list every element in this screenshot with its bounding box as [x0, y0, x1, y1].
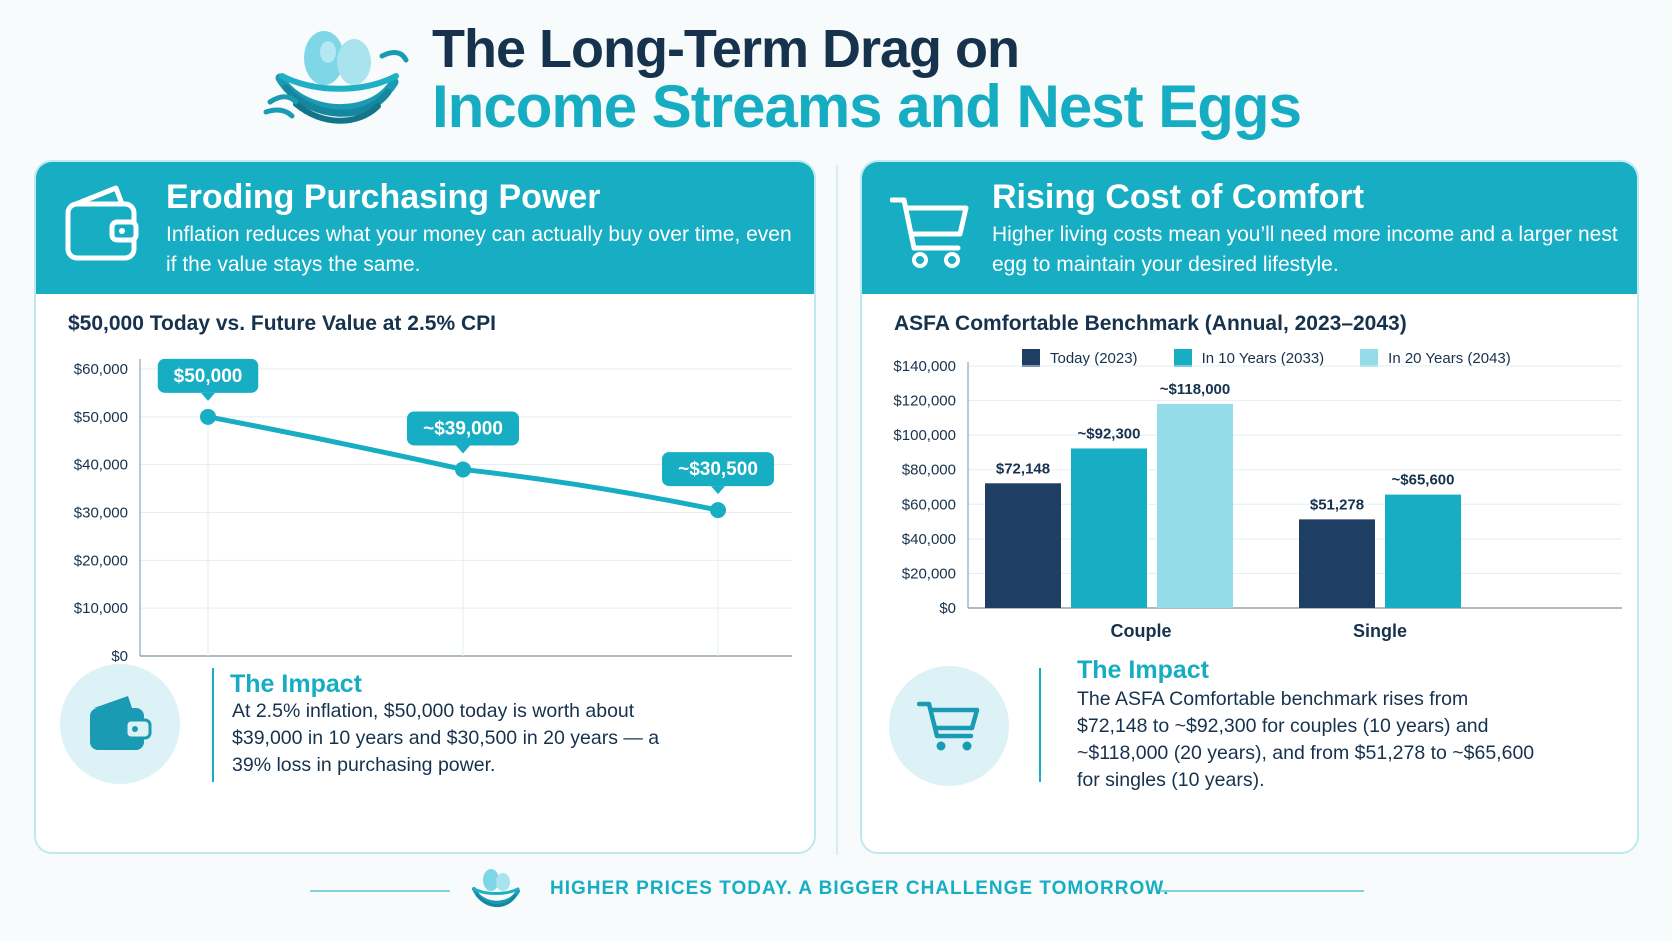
legend-item-10-years: In 10 Years (2033) — [1173, 349, 1325, 367]
footer-rule-right — [1160, 890, 1364, 892]
impact-rule — [212, 668, 214, 782]
legend-label: In 20 Years (2043) — [1388, 349, 1511, 367]
impact-title: The Impact — [1077, 656, 1209, 684]
y-tick-label: $60,000 — [902, 496, 956, 513]
panel-banner: Rising Cost of Comfort Higher living cos… — [862, 162, 1637, 294]
shopping-cart-icon — [890, 197, 969, 268]
purchasing-power-panel: Eroding Purchasing Power Inflation reduc… — [34, 160, 816, 854]
y-tick-label: $80,000 — [902, 462, 956, 479]
y-tick-label: $40,000 — [74, 457, 128, 474]
category-label: Single — [1353, 621, 1407, 641]
y-tick-label: $60,000 — [74, 361, 128, 378]
y-tick-label: $10,000 — [74, 600, 128, 617]
nest-eggs-icon — [472, 869, 520, 908]
data-label-pointer — [456, 445, 470, 454]
footer-rule-left — [310, 890, 450, 892]
panel-description: Higher living costs mean you’ll need mor… — [992, 223, 1618, 276]
legend-swatch — [1173, 349, 1192, 367]
line-chart-title: $50,000 Today vs. Future Value at 2.5% C… — [68, 312, 496, 335]
line-chart: $0 $10,000 $20,000 $30,000 $40,000 $50,000 $60… — [74, 358, 792, 662]
panel-title: Rising Cost of Comfort — [992, 178, 1365, 216]
wallet-icon — [65, 185, 139, 261]
y-tick-label: $100,000 — [893, 427, 956, 444]
bar — [985, 483, 1061, 608]
cost-of-comfort-panel: Rising Cost of Comfort Higher living cos… — [860, 160, 1639, 854]
legend-item-20-years: In 20 Years (2043) — [1360, 349, 1511, 367]
y-tick-label: $30,000 — [74, 505, 128, 522]
nest-eggs-icon — [263, 31, 409, 124]
y-tick-label: $0 — [111, 648, 128, 662]
footer-tagline: HIGHER PRICES TODAY. A BIGGER CHALLENGE … — [550, 878, 1170, 899]
legend-swatch — [1360, 349, 1379, 367]
wallet-icon — [90, 696, 152, 750]
impact-title: The Impact — [230, 670, 362, 698]
bar-value-label: $72,148 — [996, 460, 1050, 477]
bar-chart-title: ASFA Comfortable Benchmark (Annual, 2023… — [894, 312, 1407, 335]
bar — [1299, 519, 1375, 608]
data-label-pointer — [711, 486, 725, 495]
y-tick-label: $140,000 — [893, 358, 956, 375]
data-label: ~$39,000 — [423, 418, 503, 439]
bar-value-label: ~$118,000 — [1160, 381, 1231, 398]
data-label-bubble — [662, 452, 774, 487]
panel-divider — [836, 165, 838, 855]
legend-label: Today (2023) — [1050, 349, 1138, 367]
panel-title: Eroding Purchasing Power — [166, 178, 601, 216]
data-point — [710, 502, 726, 519]
y-tick-label: $20,000 — [74, 552, 128, 569]
y-tick-label: $40,000 — [902, 531, 956, 548]
impact-rule — [1039, 668, 1041, 782]
impact-icon-circle — [889, 666, 1009, 786]
data-label: ~$30,500 — [678, 459, 758, 480]
bar-chart-legend: Today (2023) In 10 Years (2033) In 20 Ye… — [1022, 349, 1511, 367]
y-tick-label: $0 — [939, 600, 956, 617]
page-title-line2: Income Streams and Nest Eggs — [432, 73, 1302, 140]
legend-item-today: Today (2023) — [1022, 349, 1138, 367]
bar-value-label: ~$65,600 — [1392, 472, 1455, 489]
y-tick-label: $120,000 — [893, 393, 956, 410]
bar — [1157, 404, 1233, 608]
data-point — [200, 408, 216, 425]
data-point — [455, 461, 471, 478]
data-label-bubble — [157, 358, 259, 393]
panel-description: Inflation reduces what your money can ac… — [166, 223, 792, 276]
data-label-pointer — [201, 392, 215, 401]
category-label: Couple — [1111, 621, 1172, 641]
header: The Long-Term Drag on Income Streams and… — [0, 0, 1672, 150]
panel-banner: Eroding Purchasing Power Inflation reduc… — [36, 162, 814, 294]
bar-value-label: $51,278 — [1310, 496, 1364, 513]
shopping-cart-icon — [917, 701, 980, 751]
legend-label: In 10 Years (2033) — [1201, 349, 1325, 367]
impact-text: At 2.5% inflation, $50,000 today is wort… — [232, 700, 660, 776]
bar-chart: $0 $20,000 $40,000 $60,000 $80,000 $100,000 $1… — [893, 358, 1622, 641]
bar — [1071, 448, 1147, 608]
impact-text: The ASFA Comfortable benchmark rises fro… — [1077, 688, 1535, 791]
data-label: $50,000 — [174, 366, 243, 387]
bar — [1385, 494, 1461, 608]
page-title-line1: The Long-Term Drag on — [432, 19, 1020, 79]
data-label-bubble — [407, 411, 519, 446]
y-tick-label: $20,000 — [902, 565, 956, 582]
bar-value-label: ~$92,300 — [1078, 425, 1141, 442]
legend-swatch — [1022, 349, 1040, 367]
y-tick-label: $50,000 — [74, 409, 128, 426]
impact-icon-circle — [60, 664, 180, 784]
